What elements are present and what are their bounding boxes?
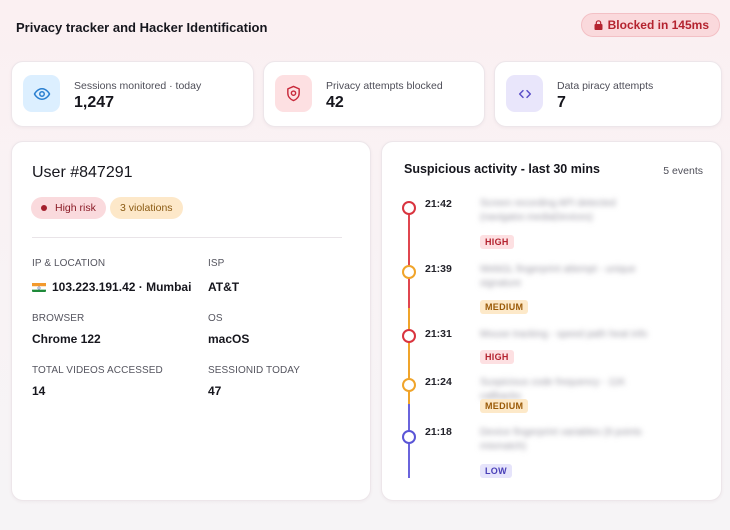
violations-badge: 3 violations bbox=[110, 197, 183, 219]
severity-badge: HIGH bbox=[480, 235, 514, 249]
divider bbox=[32, 237, 342, 238]
code-icon bbox=[506, 75, 543, 112]
stat-label: Data piracy attempts bbox=[557, 80, 654, 92]
page-title: Privacy tracker and Hacker Identificatio… bbox=[16, 20, 268, 35]
ip-location-value: 103.223.191.42 · Mumbai bbox=[32, 280, 191, 294]
blocked-status-label: Blocked in 145ms bbox=[607, 18, 709, 32]
event-time: 21:18 bbox=[425, 426, 452, 438]
os-value: macOS bbox=[208, 332, 250, 346]
stat-label: Privacy attempts blocked bbox=[326, 80, 443, 92]
timeline-dot bbox=[402, 430, 416, 444]
india-flag-icon bbox=[32, 282, 46, 292]
user-details-panel: User #847291 High risk 3 violations IP &… bbox=[11, 141, 371, 501]
browser-label: BROWSER bbox=[32, 313, 85, 324]
stat-value: 1,247 bbox=[74, 94, 115, 111]
risk-label: High risk bbox=[55, 202, 96, 214]
severity-badge: LOW bbox=[480, 464, 512, 478]
severity-badge: MEDIUM bbox=[480, 300, 529, 314]
risk-badge: High risk bbox=[31, 197, 106, 219]
videos-accessed-label: TOTAL VIDEOS ACCESSED bbox=[32, 365, 163, 376]
event-description: WebGL fingerprint attempt - unique signa… bbox=[480, 264, 636, 289]
severity-badge: MEDIUM bbox=[480, 399, 529, 413]
lock-icon bbox=[594, 20, 603, 30]
stat-label: Sessions monitored · today bbox=[74, 80, 202, 92]
stat-card-privacy-blocked: Privacy attempts blocked 42 bbox=[263, 61, 485, 127]
timeline-dot bbox=[402, 201, 416, 215]
sessions-today-value: 47 bbox=[208, 384, 222, 398]
ip-location-label: IP & LOCATION bbox=[32, 258, 106, 269]
event-time: 21:39 bbox=[425, 263, 452, 275]
sessions-today-label: SESSIONID TODAY bbox=[208, 365, 301, 376]
event-description: Suspicious code frequency - 11K callback… bbox=[480, 377, 626, 402]
activity-title: Suspicious activity - last 30 mins bbox=[404, 162, 600, 176]
os-label: OS bbox=[208, 313, 223, 324]
event-time: 21:42 bbox=[425, 198, 452, 210]
timeline-line bbox=[408, 308, 410, 404]
stat-card-data-piracy: Data piracy attempts 7 bbox=[494, 61, 722, 127]
eye-icon bbox=[23, 75, 60, 112]
severity-badge: HIGH bbox=[480, 350, 514, 364]
user-title: User #847291 bbox=[32, 164, 133, 181]
risk-dot-icon bbox=[41, 205, 47, 211]
event-description: Device fingerprint variables (9 points m… bbox=[480, 427, 642, 452]
videos-accessed-value: 14 bbox=[32, 384, 46, 398]
event-description: Screen recording API detected (navigator… bbox=[480, 198, 616, 223]
timeline-dot bbox=[402, 265, 416, 279]
event-time: 21:24 bbox=[425, 376, 452, 388]
blocked-status-badge: Blocked in 145ms bbox=[580, 13, 720, 37]
timeline-line bbox=[408, 212, 410, 308]
page-header: Privacy tracker and Hacker Identificatio… bbox=[16, 13, 720, 42]
timeline-dot bbox=[402, 329, 416, 343]
stat-value: 42 bbox=[326, 94, 344, 111]
events-count: 5 events bbox=[663, 165, 703, 177]
shield-icon bbox=[275, 75, 312, 112]
event-time: 21:31 bbox=[425, 328, 452, 340]
isp-label: ISP bbox=[208, 258, 225, 269]
event-description: Mouse tracking - speed path heat info bbox=[480, 329, 648, 340]
isp-value: AT&T bbox=[208, 280, 240, 294]
stat-card-sessions: Sessions monitored · today 1,247 bbox=[11, 61, 254, 127]
activity-panel: Suspicious activity - last 30 mins 5 eve… bbox=[381, 141, 722, 501]
ip-location-text: 103.223.191.42 · Mumbai bbox=[52, 280, 192, 294]
timeline-dot bbox=[402, 378, 416, 392]
browser-value: Chrome 122 bbox=[32, 332, 101, 346]
stat-value: 7 bbox=[557, 94, 566, 111]
